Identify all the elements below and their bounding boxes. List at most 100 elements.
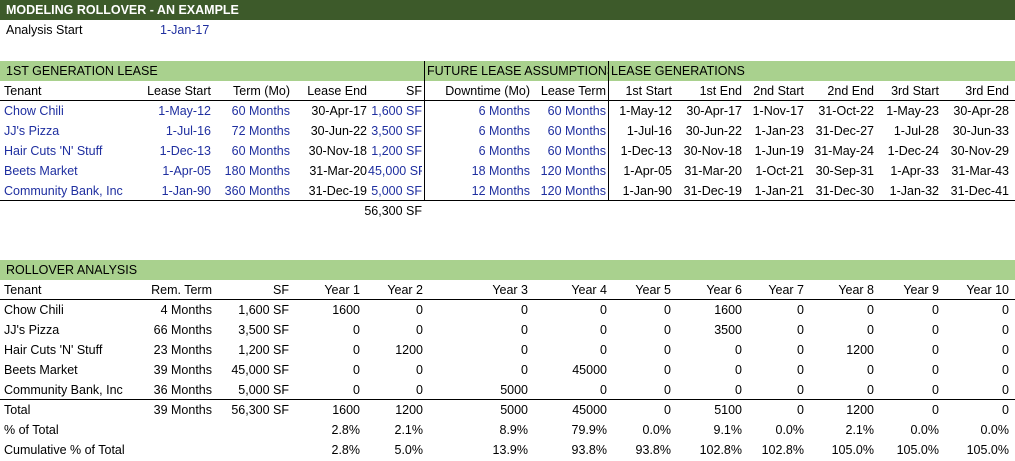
lease-cell[interactable]: 1-Dec-13 — [159, 144, 211, 158]
rollover-row-cell: 0 — [797, 363, 804, 377]
lease-cell[interactable]: 60 Months — [231, 104, 290, 118]
lease-cell[interactable]: 30-Jun-33 — [952, 124, 1009, 138]
lease-cell[interactable]: 1-May-12 — [158, 104, 211, 118]
lease-cell[interactable]: 31-Mar-20 — [684, 164, 742, 178]
lease-cell[interactable]: 1-Apr-05 — [623, 164, 672, 178]
rollover-cumulative-cell: 102.8% — [699, 443, 742, 457]
lease-cell[interactable]: 1-May-23 — [886, 104, 939, 118]
lease-cell[interactable]: 1-May-12 — [619, 104, 672, 118]
rollover-total-cell: 0 — [1002, 403, 1009, 417]
rollover-header-9: Year 7 — [768, 283, 804, 297]
rollover-pct-label: % of Total — [4, 423, 59, 437]
lease-cell[interactable]: 1,600 SF — [371, 104, 422, 118]
rollover-total-cell: 5100 — [714, 403, 742, 417]
lease-cell[interactable]: 1-Dec-24 — [887, 144, 939, 158]
lease-row-tenant[interactable]: JJ's Pizza — [4, 124, 60, 138]
lease-cell[interactable]: 6 Months — [478, 124, 530, 138]
lease-cell[interactable]: 31-Dec-27 — [815, 124, 874, 138]
lease-cell[interactable]: 180 Months — [224, 164, 290, 178]
lease-cell[interactable]: 1-Jan-21 — [754, 184, 804, 198]
lease-cell[interactable]: 1,200 SF — [371, 144, 422, 158]
rollover-row-cell: 0 — [1002, 323, 1009, 337]
lease-cell[interactable]: 30-Apr-28 — [953, 104, 1009, 118]
lease-cell[interactable]: 30-Nov-18 — [308, 144, 367, 158]
lease-cell[interactable]: 360 Months — [224, 184, 290, 198]
rollover-row-cell: 0 — [797, 383, 804, 397]
rollover-header-0: Tenant — [4, 283, 42, 297]
rollover-header-11: Year 9 — [903, 283, 939, 297]
lease-cell[interactable]: 30-Sep-31 — [815, 164, 874, 178]
rollover-total-cell: 39 Months — [153, 403, 212, 417]
rollover-cumulative-cell: 102.8% — [761, 443, 804, 457]
lease-cell[interactable]: 1-Jan-23 — [754, 124, 804, 138]
lease-cell[interactable]: 1-Jun-19 — [754, 144, 804, 158]
lease-row-tenant[interactable]: Community Bank, Inc — [4, 184, 123, 198]
rollover-row-cell: 0 — [735, 343, 742, 357]
rollover-row-cell: 0 — [867, 323, 874, 337]
lease-cell[interactable]: 72 Months — [231, 124, 290, 138]
rollover-row-cell: 45,000 SF — [231, 363, 289, 377]
lease-cell[interactable]: 31-Dec-19 — [308, 184, 367, 198]
lease-cell[interactable]: 60 Months — [231, 144, 290, 158]
lease-row-tenant[interactable]: Chow Chili — [4, 104, 64, 118]
rollover-row-cell: 0 — [867, 303, 874, 317]
lease-cell[interactable]: 18 Months — [471, 164, 530, 178]
lease-cell[interactable]: 1-Jan-32 — [889, 184, 939, 198]
rollover-row-cell: 3500 — [714, 323, 742, 337]
rollover-total-cell: 0 — [797, 403, 804, 417]
lease-cell[interactable]: 1-Jul-28 — [893, 124, 939, 138]
lease-cell[interactable]: 6 Months — [478, 144, 530, 158]
lease-cell[interactable]: 120 Months — [540, 164, 606, 178]
lease-cell[interactable]: 30-Nov-18 — [683, 144, 742, 158]
lease-cell[interactable]: 31-Dec-19 — [683, 184, 742, 198]
lease-cell[interactable]: 1-Jan-90 — [161, 184, 211, 198]
rollover-total-label: Total — [4, 403, 31, 417]
rollover-row-cell: 0 — [600, 323, 607, 337]
lease-cell[interactable]: 1-Jul-16 — [626, 124, 672, 138]
lease-cell[interactable]: 30-Nov-29 — [950, 144, 1009, 158]
rollover-row-cell: 0 — [416, 323, 423, 337]
lease-cell[interactable]: 120 Months — [540, 184, 606, 198]
lease-header-underline — [0, 100, 1015, 101]
lease-cell[interactable]: 30-Apr-17 — [311, 104, 367, 118]
rollover-row-cell: 66 Months — [153, 323, 212, 337]
rollover-row-label: JJ's Pizza — [4, 323, 60, 337]
rollover-cumulative-cell: 105.0% — [831, 443, 874, 457]
lease-cell[interactable]: 1-Dec-13 — [620, 144, 672, 158]
lease-cell[interactable]: 60 Months — [547, 124, 606, 138]
rollover-header-12: Year 10 — [966, 283, 1009, 297]
rollover-total-cell: 0 — [664, 403, 671, 417]
lease-row-tenant[interactable]: Hair Cuts 'N' Stuff — [4, 144, 103, 158]
lease-cell[interactable]: 30-Jun-22 — [310, 124, 367, 138]
rollover-row-cell: 1200 — [395, 343, 423, 357]
lease-row-tenant[interactable]: Beets Market — [4, 164, 78, 178]
rollover-row-label: Chow Chili — [4, 303, 64, 317]
lease-cell[interactable]: 31-May-24 — [814, 144, 874, 158]
lease-cell[interactable]: 31-Dec-41 — [950, 184, 1009, 198]
lease-cell[interactable]: 30-Apr-17 — [686, 104, 742, 118]
rollover-total-cell: 1600 — [332, 403, 360, 417]
lease-cell[interactable]: 31-Oct-22 — [818, 104, 874, 118]
rollover-row-cell: 0 — [1002, 343, 1009, 357]
lease-cell[interactable]: 1-Apr-05 — [162, 164, 211, 178]
lease-cell[interactable]: 45,000 SF — [368, 164, 422, 178]
lease-cell[interactable]: 3,500 SF — [371, 124, 422, 138]
lease-cell[interactable]: 1-Oct-21 — [755, 164, 804, 178]
analysis-start-value[interactable]: 1-Jan-17 — [160, 23, 210, 37]
lease-cell[interactable]: 31-Mar-43 — [951, 164, 1009, 178]
lease-cell[interactable]: 6 Months — [478, 104, 530, 118]
rollover-row-cell: 0 — [932, 363, 939, 377]
lease-cell[interactable]: 60 Months — [547, 144, 606, 158]
lease-cell[interactable]: 1-Nov-17 — [752, 104, 804, 118]
lease-cell[interactable]: 31-Mar-20 — [309, 164, 367, 178]
lease-cell[interactable]: 1-Apr-33 — [890, 164, 939, 178]
lease-cell[interactable]: 5,000 SF — [371, 184, 422, 198]
lease-cell[interactable]: 60 Months — [547, 104, 606, 118]
lease-cell[interactable]: 30-Jun-22 — [685, 124, 742, 138]
lease-cell[interactable]: 1-Jan-90 — [622, 184, 672, 198]
lease-cell[interactable]: 12 Months — [471, 184, 530, 198]
rollover-pct-cell: 0.0% — [980, 423, 1010, 437]
lease-cell[interactable]: 1-Jul-16 — [165, 124, 211, 138]
rollover-pct-cell: 0.0% — [910, 423, 940, 437]
lease-cell[interactable]: 31-Dec-30 — [815, 184, 874, 198]
